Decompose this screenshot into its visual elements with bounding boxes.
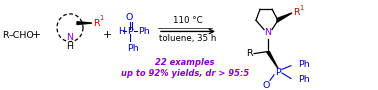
Text: R: R (246, 49, 253, 58)
Text: Ph: Ph (127, 44, 139, 53)
Text: 110 °C: 110 °C (173, 16, 203, 25)
Text: up to 92% yields, dr > 95:5: up to 92% yields, dr > 95:5 (121, 69, 249, 78)
Text: N: N (67, 33, 73, 42)
Text: R: R (93, 19, 100, 28)
Text: 22 examples: 22 examples (155, 58, 215, 67)
Text: Ph: Ph (138, 27, 150, 36)
Text: H: H (67, 42, 73, 51)
Text: O: O (125, 13, 133, 22)
Polygon shape (266, 52, 278, 68)
Text: R: R (2, 31, 9, 40)
Text: –CHO: –CHO (9, 31, 35, 40)
Text: P: P (275, 68, 281, 77)
Text: Ph: Ph (298, 75, 310, 84)
Polygon shape (77, 22, 92, 24)
Text: R: R (293, 8, 300, 17)
Text: Ph: Ph (298, 60, 310, 69)
Text: +: + (102, 30, 112, 40)
Text: H: H (118, 27, 125, 36)
Text: toluene, 35 h: toluene, 35 h (159, 34, 217, 43)
Polygon shape (277, 13, 292, 22)
Text: N: N (265, 28, 271, 37)
Text: +: + (31, 30, 40, 40)
Text: O: O (262, 81, 270, 90)
Text: 1: 1 (299, 5, 303, 11)
Text: P: P (127, 27, 133, 36)
Text: 1: 1 (99, 15, 103, 22)
